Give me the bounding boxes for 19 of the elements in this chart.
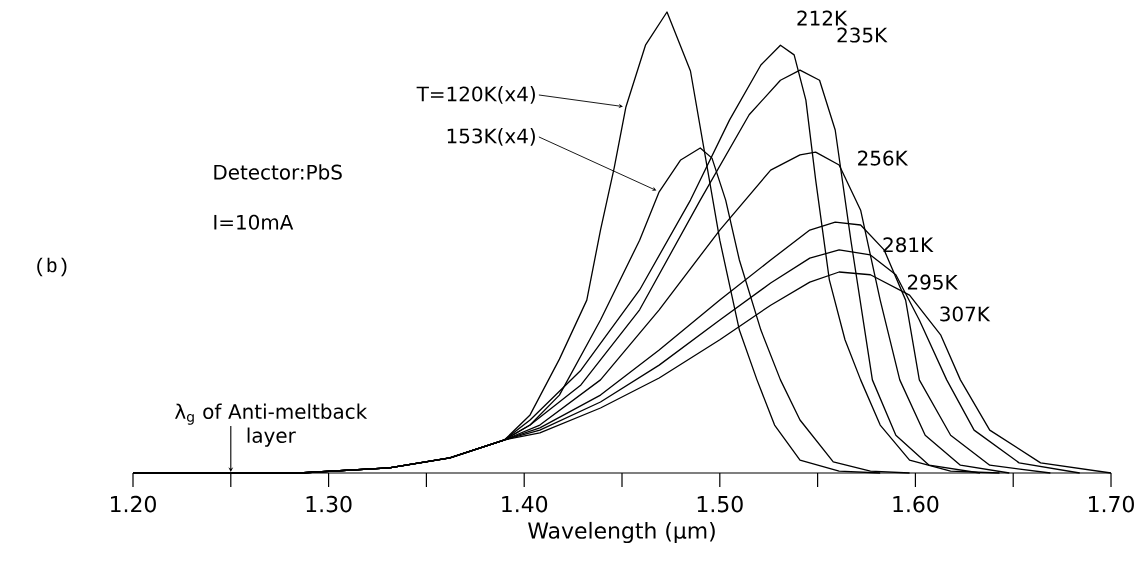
x-axis-title: Wavelength (μm) [528,521,715,544]
annotation: I=10mA [214,214,294,230]
x-tick-label: 1.30 [306,495,352,513]
series-label: 295K [907,274,958,290]
text: (b) [37,257,67,277]
x-tick-label: 1.50 [697,495,743,513]
text: 153K(x4) [447,128,535,146]
series-label: 281K [883,237,934,253]
series-label: 212K [797,10,848,26]
annotation: λ$_{g}$ of Anti-meltback layer [175,403,368,447]
legend-label: T=120K(x4) [416,86,535,104]
x-tick-label: 1.60 [893,495,939,513]
text: 235K [837,27,888,43]
series-label: 307K [940,306,991,322]
annotation: Detector:PbS [214,164,342,180]
series-label: 256K [858,150,909,166]
x-tick-label: 1.40 [502,495,548,513]
x-tick-label: 1.70 [1089,495,1134,513]
x-tick-label: 1.20 [111,495,156,513]
